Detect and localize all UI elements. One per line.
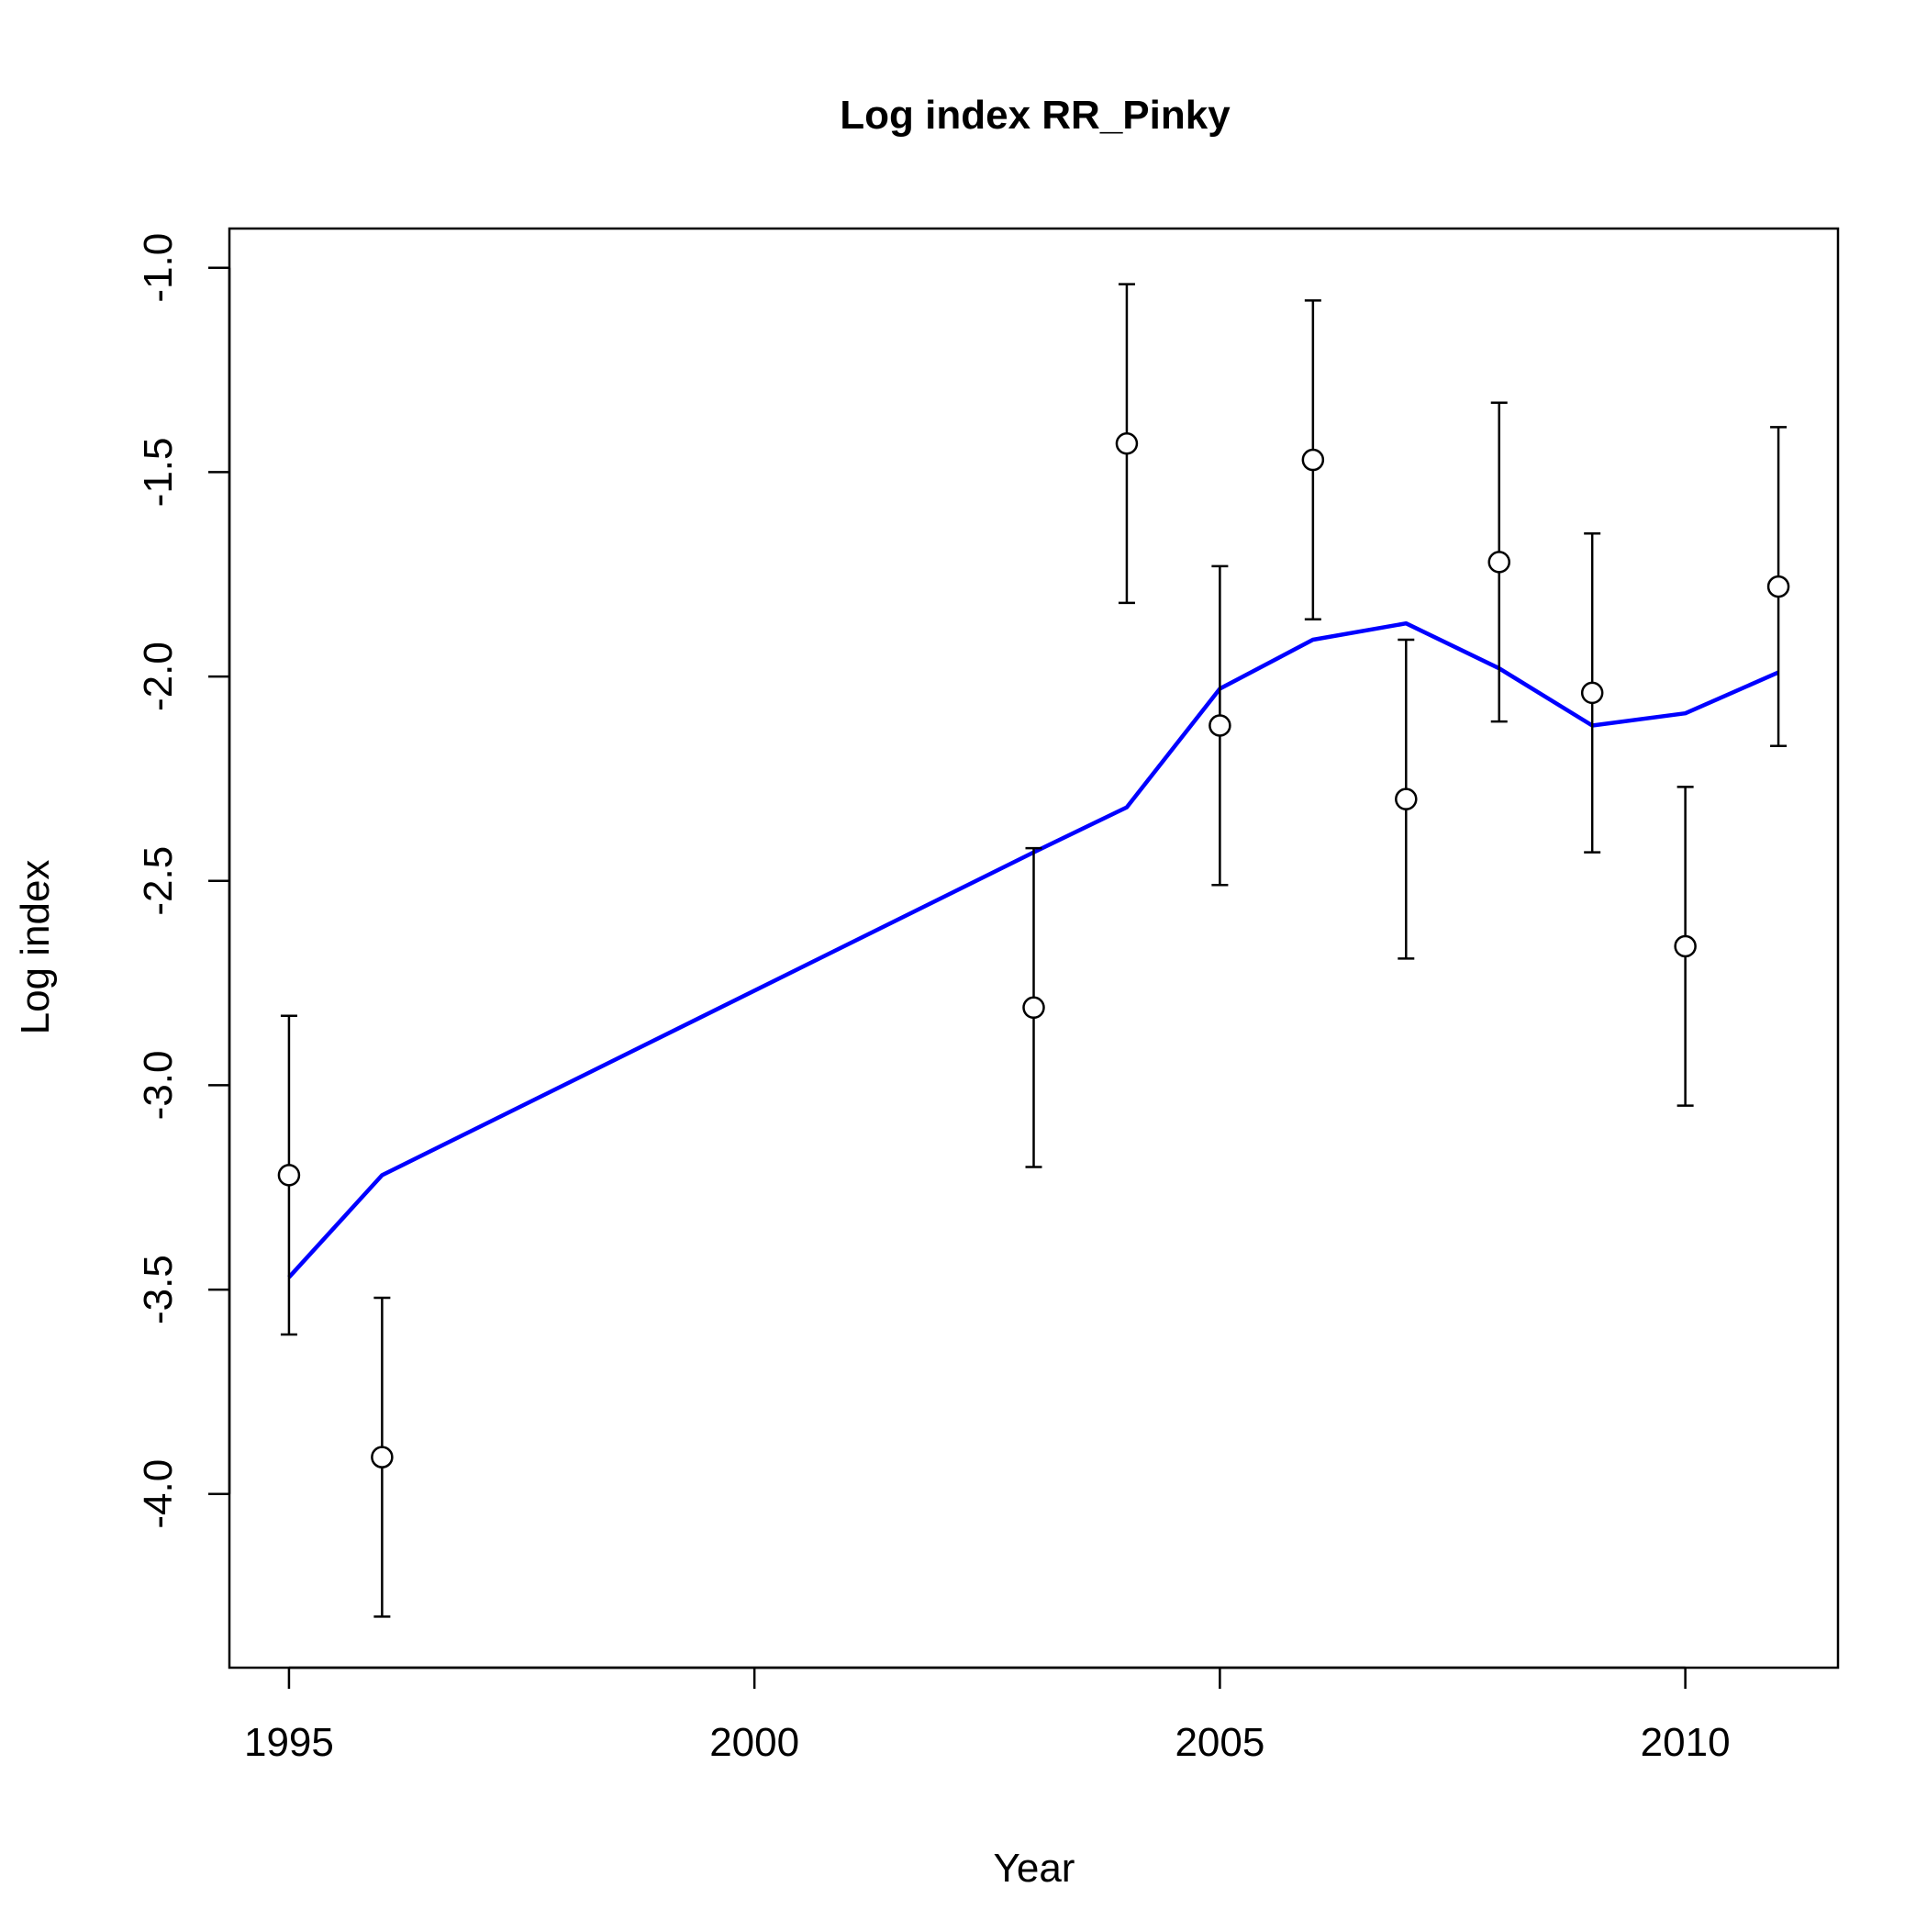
observed-points-layer	[277, 283, 1790, 1618]
x-tick-label: 2005	[1175, 1720, 1264, 1765]
y-tick-label: -1.5	[136, 438, 181, 508]
x-tick-label: 2000	[709, 1720, 799, 1765]
observed-point	[1022, 996, 1045, 1020]
x-tick-label: 2010	[1641, 1720, 1731, 1765]
observed-point	[1674, 934, 1697, 958]
observed-point-group	[277, 1014, 301, 1336]
y-tick-label: -3.0	[136, 1050, 181, 1120]
fitted-line-layer	[287, 620, 1780, 1279]
y-tick-label: -2.0	[136, 642, 181, 711]
observed-point	[1209, 714, 1231, 737]
observed-point-group	[1487, 401, 1510, 723]
observed-point	[1395, 787, 1418, 810]
y-tick-label: -1.0	[136, 233, 181, 303]
y-tick-label: -4.0	[136, 1459, 181, 1529]
observed-point	[1487, 551, 1510, 574]
observed-point-group	[1580, 531, 1604, 854]
observed-point-group	[1301, 299, 1325, 620]
observed-point	[1115, 431, 1139, 455]
chart-title: Log index RR_Pinky	[840, 93, 1231, 138]
observed-point	[1766, 575, 1790, 598]
x-axis-title: Year	[994, 1846, 1075, 1891]
y-axis-title: Log index	[13, 860, 58, 1035]
y-axis: -4.0 -3.5 -3.0 -2.5 -2.0 -1.5 -1.0	[136, 233, 231, 1529]
observed-point-group	[1115, 283, 1139, 605]
observed-point-group	[1395, 638, 1418, 960]
observed-point	[1301, 448, 1325, 472]
y-tick-label: -3.5	[136, 1255, 181, 1324]
observed-point	[277, 1164, 301, 1187]
observed-point-group	[1022, 846, 1045, 1168]
observed-point	[1580, 681, 1604, 705]
fitted-line	[287, 620, 1780, 1279]
observed-point-group	[1766, 426, 1790, 748]
observed-point-group	[1674, 786, 1697, 1107]
x-axis: 1995 2000 2005 2010	[244, 1666, 1731, 1765]
observed-point-group	[371, 1296, 394, 1618]
y-tick-label: -2.5	[136, 846, 181, 916]
observed-point-group	[1209, 564, 1231, 887]
observed-point	[371, 1446, 394, 1469]
x-tick-label: 1995	[244, 1720, 334, 1765]
